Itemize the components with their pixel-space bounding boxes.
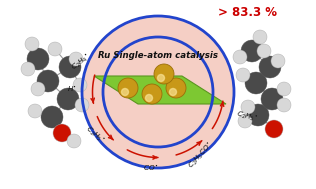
Circle shape xyxy=(59,56,81,78)
Circle shape xyxy=(28,104,42,118)
Circle shape xyxy=(236,68,250,82)
Text: $C_2H_5$$^•$: $C_2H_5$$^•$ xyxy=(235,107,258,124)
Text: $C_2H_5$$^•$: $C_2H_5$$^•$ xyxy=(82,123,106,146)
Circle shape xyxy=(82,16,234,168)
Polygon shape xyxy=(94,76,226,104)
Circle shape xyxy=(247,104,269,126)
Circle shape xyxy=(75,98,89,112)
Circle shape xyxy=(103,37,213,147)
Circle shape xyxy=(27,48,49,70)
Text: $H^•$: $H^•$ xyxy=(67,84,77,94)
Circle shape xyxy=(118,78,138,98)
Circle shape xyxy=(25,37,39,51)
Text: $CO^•$: $CO^•$ xyxy=(143,162,159,173)
Text: Ru Single-atom catalysis: Ru Single-atom catalysis xyxy=(98,51,218,60)
Circle shape xyxy=(277,98,291,112)
Circle shape xyxy=(245,72,267,94)
Circle shape xyxy=(48,42,62,56)
Circle shape xyxy=(241,40,263,62)
Circle shape xyxy=(41,106,63,128)
Circle shape xyxy=(261,88,283,110)
Circle shape xyxy=(238,114,252,128)
Circle shape xyxy=(169,88,177,95)
Circle shape xyxy=(265,120,283,138)
Circle shape xyxy=(271,54,285,68)
Circle shape xyxy=(259,56,281,78)
Circle shape xyxy=(69,52,83,66)
Circle shape xyxy=(67,134,81,148)
Circle shape xyxy=(257,44,271,58)
Circle shape xyxy=(233,50,247,64)
Circle shape xyxy=(145,94,153,101)
Circle shape xyxy=(21,62,35,76)
Text: $C_2H_4$$^•$: $C_2H_4$$^•$ xyxy=(69,50,93,73)
Circle shape xyxy=(73,78,87,92)
Circle shape xyxy=(166,78,186,98)
Circle shape xyxy=(121,88,129,95)
Circle shape xyxy=(57,88,79,110)
Circle shape xyxy=(31,82,45,96)
Circle shape xyxy=(37,70,59,92)
Text: $C_2H_5CO^•$: $C_2H_5CO^•$ xyxy=(185,139,216,171)
Circle shape xyxy=(277,82,291,96)
Circle shape xyxy=(157,74,165,81)
Circle shape xyxy=(154,64,174,84)
Circle shape xyxy=(253,30,267,44)
Circle shape xyxy=(241,100,255,114)
Text: > 83.3 %: > 83.3 % xyxy=(218,6,277,19)
Circle shape xyxy=(53,124,71,142)
Circle shape xyxy=(142,84,162,104)
